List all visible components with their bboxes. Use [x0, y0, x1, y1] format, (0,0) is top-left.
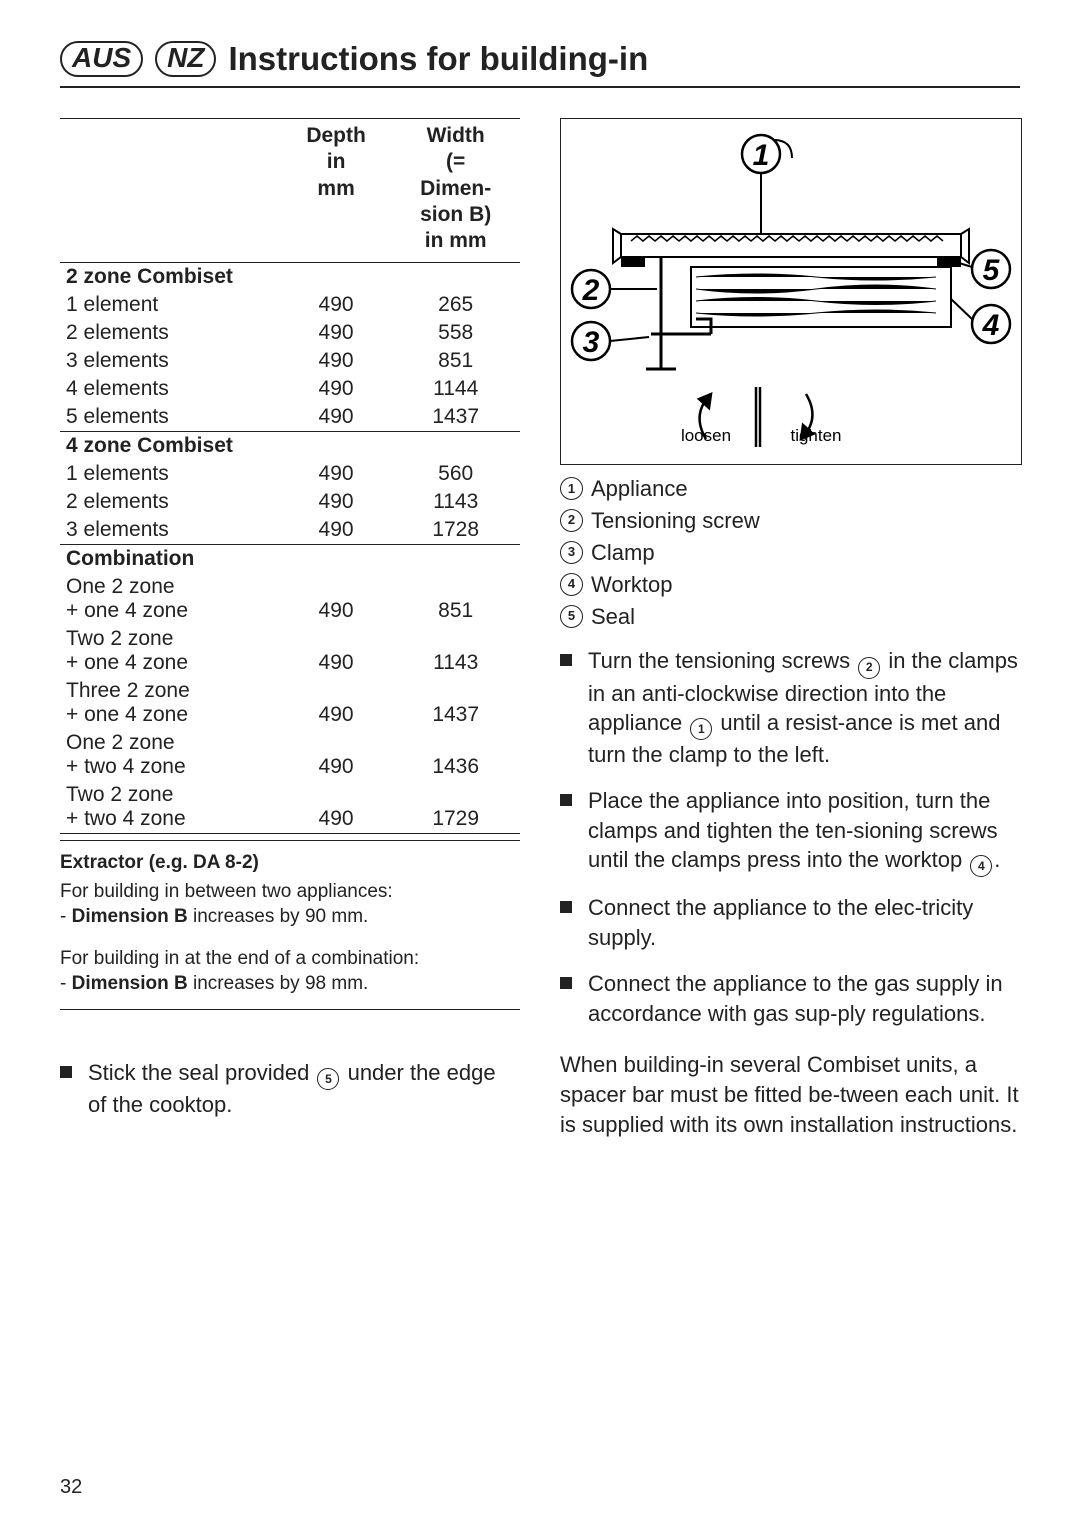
table-row: Two 2 zone + two 4 zone4901729 [60, 781, 520, 834]
section-title: Combination [60, 545, 520, 574]
table-row: 4 elements4901144 [60, 375, 520, 403]
step-4: Connect the appliance to the gas supply … [560, 969, 1020, 1028]
step-2: Place the appliance into position, turn … [560, 786, 1020, 877]
legend-row: 5Seal [560, 601, 1020, 633]
page-header: AUS NZ Instructions for building-in [60, 40, 1020, 88]
circled-4-icon: 4 [970, 855, 992, 877]
dimensions-table: Depthinmm Width(=Dimen-sion B)in mm 2 zo… [60, 118, 520, 834]
th-depth: Depthinmm [281, 119, 392, 263]
th-width: Width(=Dimen-sion B)in mm [391, 119, 520, 263]
table-row: 5 elements4901437 [60, 403, 520, 432]
section-title: 4 zone Combiset [60, 432, 520, 461]
table-row: 2 elements4901143 [60, 488, 520, 516]
left-column: Depthinmm Width(=Dimen-sion B)in mm 2 zo… [60, 118, 520, 1161]
page: AUS NZ Instructions for building-in Dept… [0, 0, 1080, 1529]
table-row: 3 elements490851 [60, 347, 520, 375]
circled-2-icon: 2 [858, 657, 880, 679]
badge-aus: AUS [60, 41, 143, 77]
tighten-label: tighten [790, 426, 841, 445]
circled-1-icon: 1 [560, 477, 583, 500]
table-row: One 2 zone + two 4 zone4901436 [60, 729, 520, 781]
table-row: 1 elements490560 [60, 460, 520, 488]
legend-row: 3Clamp [560, 537, 1020, 569]
legend-row: 1Appliance [560, 473, 1020, 505]
loosen-label: loosen [681, 426, 731, 445]
table-row: 3 elements4901728 [60, 516, 520, 545]
legend-row: 4Worktop [560, 569, 1020, 601]
svg-text:5: 5 [983, 254, 1001, 287]
step-3: Connect the appliance to the elec-tricit… [560, 893, 1020, 952]
page-number: 32 [60, 1476, 82, 1499]
left-bullet-seal: Stick the seal provided 5 under the edge… [60, 1058, 520, 1120]
circled-1-icon: 1 [690, 718, 712, 740]
svg-text:2: 2 [582, 274, 600, 307]
circled-5-icon: 5 [560, 605, 583, 628]
diagram-legend: 1Appliance 2Tensioning screw 3Clamp 4Wor… [560, 473, 1020, 632]
svg-text:1: 1 [753, 139, 770, 172]
section-title: 2 zone Combiset [60, 263, 520, 292]
page-title: Instructions for building-in [228, 40, 648, 78]
circled-3-icon: 3 [560, 541, 583, 564]
badge-nz: NZ [155, 41, 216, 77]
legend-row: 2Tensioning screw [560, 505, 1020, 537]
table-row: 2 elements490558 [60, 319, 520, 347]
th-label [60, 119, 281, 263]
table-row: One 2 zone + one 4 zone490851 [60, 573, 520, 625]
step-1: Turn the tensioning screws 2 in the clam… [560, 646, 1020, 770]
final-paragraph: When building-in several Combiset units,… [560, 1050, 1020, 1139]
circled-2-icon: 2 [560, 509, 583, 532]
svg-text:3: 3 [583, 326, 600, 359]
instruction-steps: Turn the tensioning screws 2 in the clam… [560, 646, 1020, 1028]
table-row: 1 element490265 [60, 291, 520, 319]
right-column: loosen tighten 1 2 [560, 118, 1020, 1161]
extractor-note: Extractor (e.g. DA 8-2) For building in … [60, 840, 520, 1009]
table-row: Two 2 zone + one 4 zone4901143 [60, 625, 520, 677]
installation-diagram: loosen tighten 1 2 [560, 118, 1022, 465]
svg-text:4: 4 [982, 309, 1000, 342]
circled-5-icon: 5 [317, 1068, 339, 1090]
circled-4-icon: 4 [560, 573, 583, 596]
table-row: Three 2 zone + one 4 zone4901437 [60, 677, 520, 729]
